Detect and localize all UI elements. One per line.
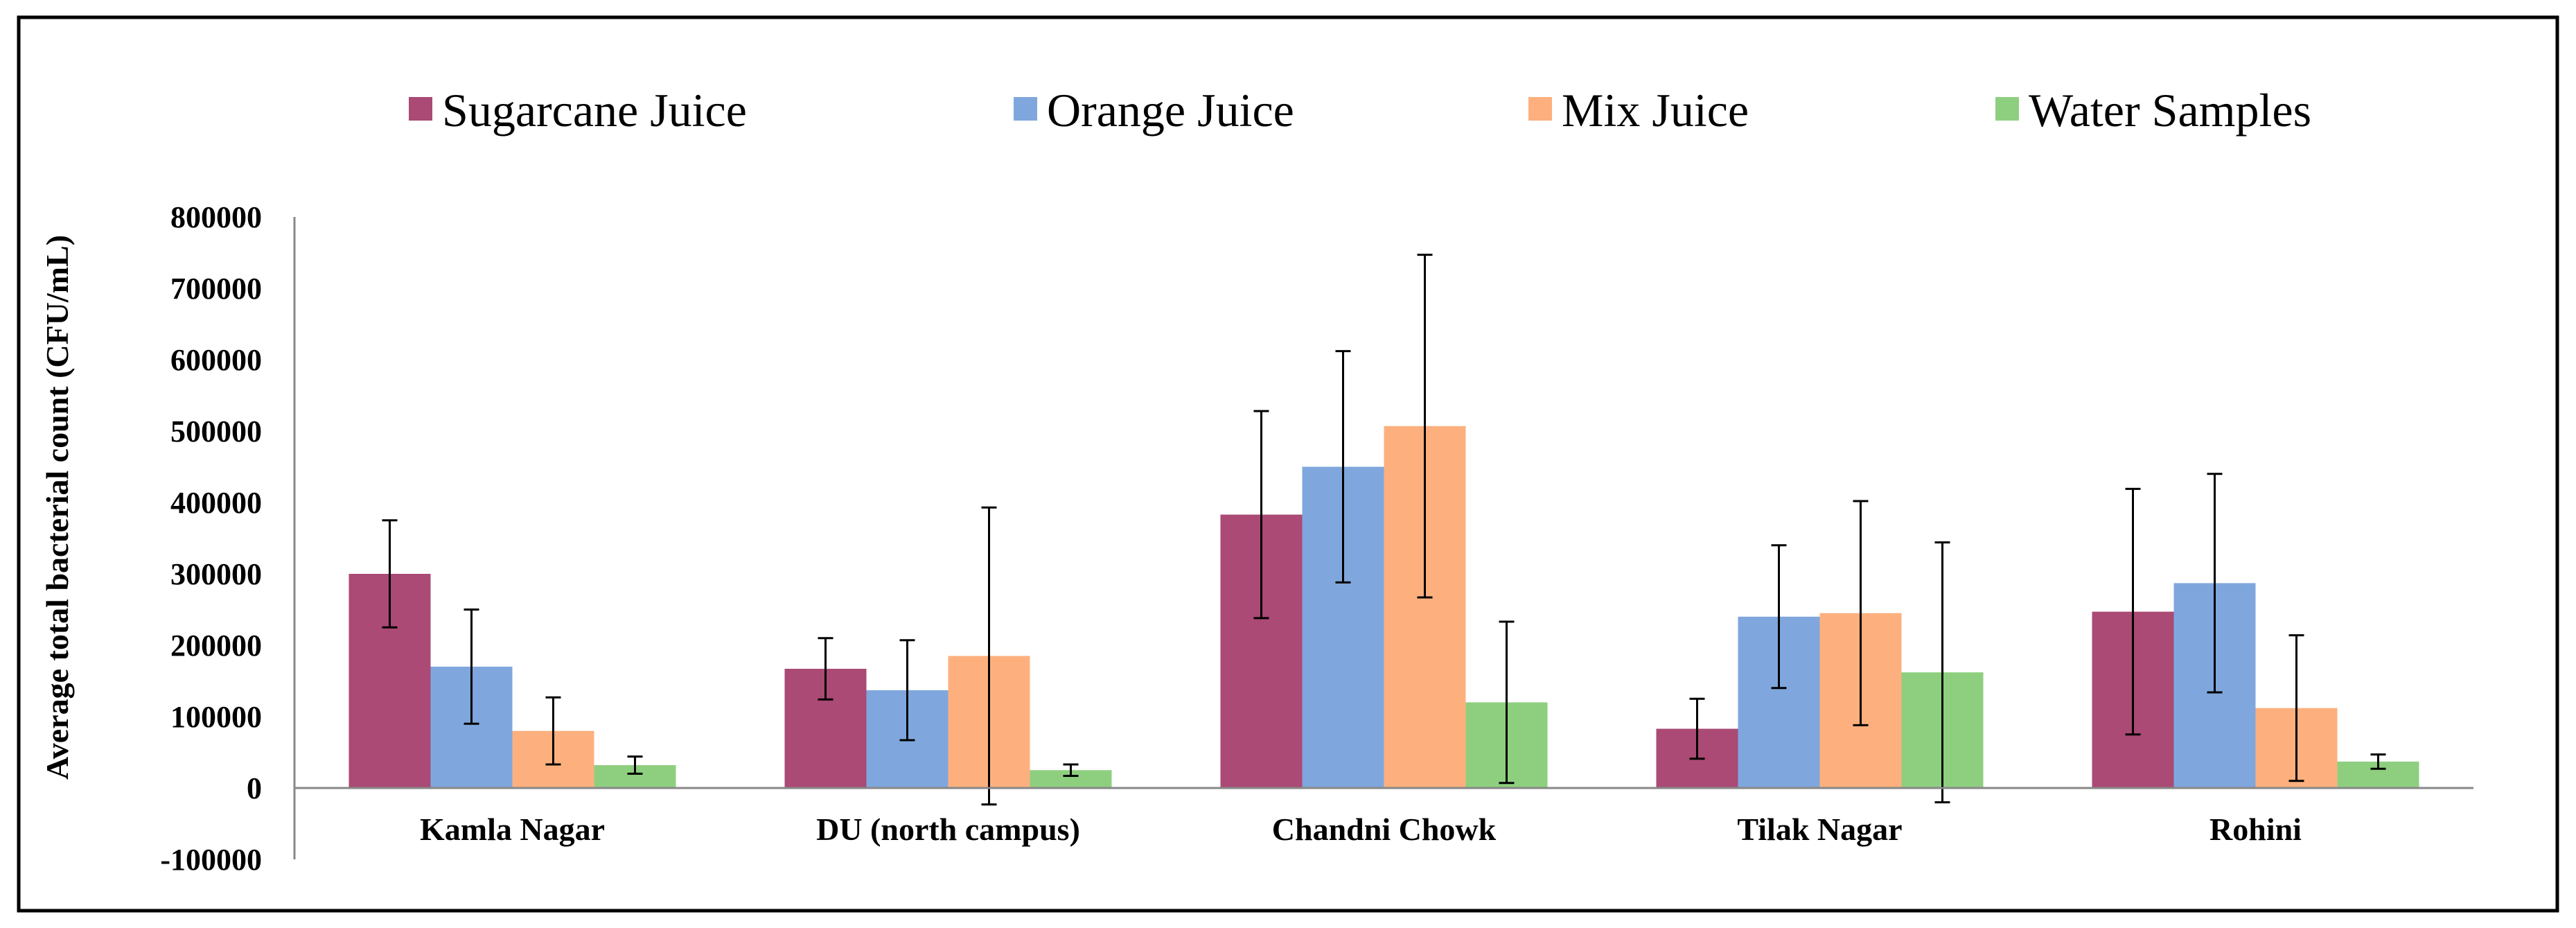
error-bars [382, 254, 2386, 806]
legend: Sugarcane Juice Orange Juice Mix Juice Wate… [409, 84, 2311, 137]
legend-swatch [1528, 97, 1552, 121]
x-category-label: Kamla Nagar [420, 812, 605, 847]
legend-swatch [1014, 97, 1037, 121]
legend-label: Water Samples [2029, 84, 2311, 137]
legend-label: Mix Juice [1562, 84, 1749, 137]
y-axis: -100000 0 100000 200000 300000 400000 500000 60… [160, 200, 296, 877]
y-tick-label: 100000 [170, 700, 262, 734]
x-category-label: DU (north campus) [816, 812, 1080, 847]
y-tick-label: 800000 [170, 200, 262, 234]
y-tick-label: -100000 [160, 843, 262, 877]
legend-label: Sugarcane Juice [442, 84, 747, 137]
legend-swatch [1995, 97, 2019, 121]
y-tick-label: 0 [247, 771, 262, 805]
y-tick-label: 400000 [170, 486, 262, 520]
x-category-label: Rohini [2209, 812, 2302, 847]
y-tick-label: 700000 [170, 272, 262, 306]
y-axis-label: Average total bacterial count (CFU/mL) [39, 235, 75, 780]
legend-label: Orange Juice [1047, 84, 1294, 137]
x-category-label: Tilak Nagar [1737, 812, 1902, 847]
legend-swatch [409, 97, 432, 121]
x-category-label: Chandni Chowk [1272, 812, 1497, 847]
y-tick-label: 500000 [170, 414, 262, 448]
y-tick-label: 300000 [170, 557, 262, 591]
y-tick-label: 600000 [170, 343, 262, 377]
x-axis: Kamla Nagar DU (north campus) Chandni Chow… [294, 787, 2473, 847]
y-tick-label: 200000 [170, 629, 262, 663]
